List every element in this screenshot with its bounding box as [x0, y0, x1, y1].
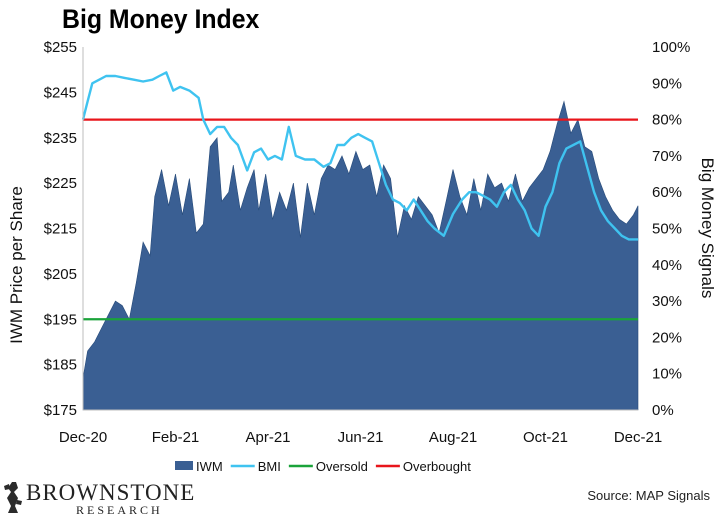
left-tick-label: $205: [44, 266, 77, 283]
legend-overbought-label: Overbought: [403, 459, 471, 474]
right-tick-label: 10%: [652, 366, 682, 383]
left-tick-label: $215: [44, 221, 77, 238]
brand-name: BROWNSTONE: [26, 480, 196, 505]
x-tick-label: Jun-21: [338, 429, 384, 446]
right-tick-label: 70%: [652, 148, 682, 165]
left-tick-label: $225: [44, 175, 77, 192]
left-tick-label: $175: [44, 402, 77, 419]
left-tick-label: $185: [44, 357, 77, 374]
legend-bmi-label: BMI: [258, 459, 281, 474]
right-tick-label: 80%: [652, 112, 682, 129]
x-axis: Dec-20 Feb-21 Apr-21 Jun-21 Aug-21 Oct-21 Dec-…: [59, 409, 662, 446]
right-tick-label: 30%: [652, 293, 682, 310]
legend-iwm-label: IWM: [196, 459, 223, 474]
right-tick-label: 50%: [652, 221, 682, 238]
right-tick-label: 60%: [652, 184, 682, 201]
left-tick-label: $255: [44, 39, 77, 56]
x-tick-label: Feb-21: [152, 429, 200, 446]
x-tick-label: Aug-21: [429, 429, 477, 446]
legend-oversold-label: Oversold: [316, 459, 368, 474]
x-tick-label: Apr-21: [245, 429, 290, 446]
brownstone-logo-icon: [4, 482, 22, 513]
series-iwm-area: [82, 100, 639, 411]
left-axis-label: IWM Price per Share: [7, 186, 26, 344]
x-tick-label: Dec-21: [614, 429, 662, 446]
brand-logo-block: BROWNSTONE RESEARCH: [2, 478, 222, 518]
right-tick-label: 100%: [652, 39, 690, 56]
right-tick-label: 90%: [652, 75, 682, 92]
right-axis-label: Big Money Signals: [698, 158, 717, 299]
legend-iwm-swatch: [175, 461, 193, 470]
right-tick-label: 20%: [652, 329, 682, 346]
plot-area: [81, 71, 639, 411]
x-tick-label: Oct-21: [523, 429, 568, 446]
left-tick-label: $195: [44, 311, 77, 328]
right-tick-label: 40%: [652, 257, 682, 274]
chart-title: Big Money Index: [62, 4, 260, 34]
left-tick-label: $235: [44, 130, 77, 147]
brand-subtitle: RESEARCH: [76, 503, 163, 517]
left-tick-label: $245: [44, 84, 77, 101]
series-bmi-line: [81, 71, 638, 241]
x-tick-label: Dec-20: [59, 429, 107, 446]
right-axis: 0% 10% 20% 30% 40% 50% 60% 70% 80% 90% 100%: [652, 39, 690, 419]
right-tick-label: 0%: [652, 402, 674, 419]
left-axis: $175 $185 $195 $205 $215 $225 $235 $245 $255: [44, 39, 84, 419]
legend: IWM BMI Oversold Overbought: [175, 459, 471, 474]
source-note: Source: MAP Signals: [587, 488, 710, 503]
